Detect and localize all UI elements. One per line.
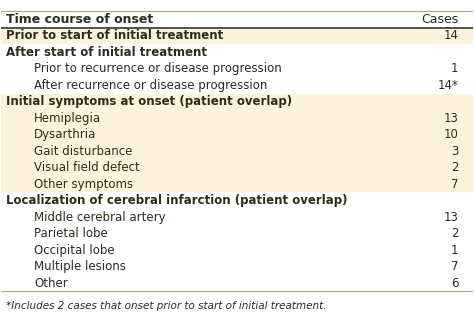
Bar [1, 209, 473, 226]
Bar [1, 28, 473, 44]
Text: Prior to recurrence or disease progression: Prior to recurrence or disease progressi… [35, 62, 282, 75]
Bar [1, 160, 473, 176]
Text: Initial symptoms at onset (patient overlap): Initial symptoms at onset (patient overl… [6, 95, 292, 108]
Text: Dysarthria: Dysarthria [35, 128, 97, 141]
Text: Occipital lobe: Occipital lobe [35, 244, 115, 257]
Text: After recurrence or disease progression: After recurrence or disease progression [35, 79, 268, 92]
Bar [1, 192, 473, 209]
Text: Cases: Cases [421, 13, 458, 26]
Text: After start of initial treatment: After start of initial treatment [6, 46, 207, 59]
Text: 13: 13 [444, 112, 458, 125]
Text: Prior to start of initial treatment: Prior to start of initial treatment [6, 29, 223, 42]
Text: Parietal lobe: Parietal lobe [35, 227, 108, 240]
Text: Multiple lesions: Multiple lesions [35, 260, 126, 273]
Bar [1, 275, 473, 292]
Text: 13: 13 [444, 211, 458, 224]
Bar [1, 11, 473, 28]
Text: Time course of onset: Time course of onset [6, 13, 154, 26]
Bar [1, 60, 473, 77]
Text: Localization of cerebral infarction (patient overlap): Localization of cerebral infarction (pat… [6, 194, 347, 207]
Text: 1: 1 [451, 62, 458, 75]
Bar [1, 143, 473, 160]
Bar [1, 226, 473, 242]
Bar [1, 242, 473, 258]
Text: 14: 14 [444, 29, 458, 42]
Text: 14*: 14* [438, 79, 458, 92]
Text: 6: 6 [451, 277, 458, 290]
Text: Gait disturbance: Gait disturbance [35, 145, 133, 158]
Text: 3: 3 [451, 145, 458, 158]
Text: 2: 2 [451, 161, 458, 174]
Bar [1, 110, 473, 126]
Text: 10: 10 [444, 128, 458, 141]
Text: 2: 2 [451, 227, 458, 240]
Text: 7: 7 [451, 260, 458, 273]
Bar [1, 94, 473, 110]
Text: *Includes 2 cases that onset prior to start of initial treatment.: *Includes 2 cases that onset prior to st… [6, 301, 327, 311]
Text: Visual field defect: Visual field defect [35, 161, 140, 174]
Text: 1: 1 [451, 244, 458, 257]
Text: Middle cerebral artery: Middle cerebral artery [35, 211, 166, 224]
Text: Hemiplegia: Hemiplegia [35, 112, 101, 125]
Bar [1, 77, 473, 94]
Text: 7: 7 [451, 178, 458, 191]
Bar [1, 176, 473, 192]
Bar [1, 126, 473, 143]
Text: Other symptoms: Other symptoms [35, 178, 134, 191]
Bar [1, 44, 473, 60]
Text: Other: Other [35, 277, 68, 290]
Bar [1, 258, 473, 275]
